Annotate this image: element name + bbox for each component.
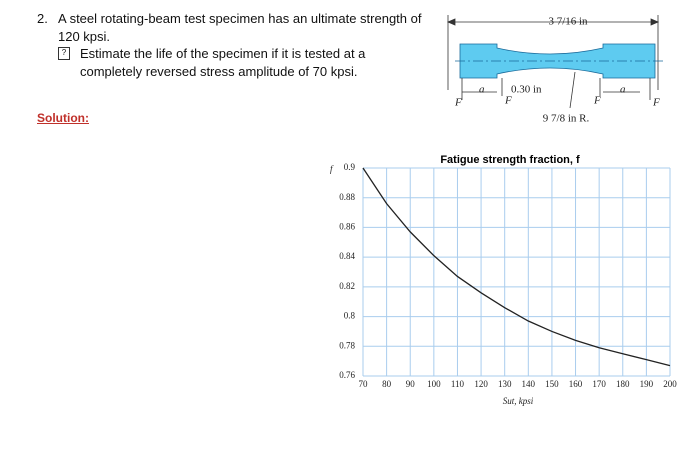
x-tick-label: 200 [663,379,677,389]
y-axis-label: f [330,164,334,174]
length-label: 3 7/16 in [548,16,588,28]
problem-statement: A steel rotating-beam test specimen has … [58,11,422,44]
x-tick-label: 90 [406,379,416,389]
x-tick-label: 130 [498,379,512,389]
x-tick-label: 160 [569,379,583,389]
x-tick-label: 190 [640,379,654,389]
curve [362,167,671,367]
y-tick-label: 0.78 [339,340,355,350]
chart: Fatigue strength fraction, f f Sut, kpsi… [330,154,677,406]
x-tick-label: 170 [592,379,606,389]
y-tick-label: 0.84 [339,251,355,261]
problem-task: Estimate the life of the specimen if it … [80,46,366,79]
y-tick-label: 0.86 [339,221,355,231]
force-label: F [504,95,512,107]
y-tick-label: 0.88 [339,192,355,202]
radius-label: 9 7/8 in R. [543,113,590,125]
x-tick-label: 120 [474,379,488,389]
x-tick-label: 70 [359,379,369,389]
x-axis-label: Sut, kpsi [503,396,534,406]
force-label: F [454,97,462,109]
y-tick-label: 0.76 [339,370,355,380]
specimen [459,43,656,79]
x-tick-label: 140 [522,379,536,389]
force-label: F [593,95,601,107]
arrow [446,18,660,26]
leader-line [569,71,576,109]
y-tick-label: 0.8 [344,311,356,321]
x-tick-label: 80 [382,379,392,389]
distance-label: a [479,84,485,96]
x-tick-label: 110 [451,379,465,389]
x-tick-label: 100 [427,379,441,389]
x-tick-label: 150 [545,379,559,389]
problem-number: 2. [37,11,48,26]
x-tick-label: 180 [616,379,630,389]
checkbox-icon: ? [58,47,70,60]
specimen-diagram [446,15,665,109]
force-label: F [652,97,660,109]
y-tick-label: 0.82 [339,281,355,291]
y-tick-label: 0.9 [344,162,356,172]
chart-title: Fatigue strength fraction, f [440,154,580,166]
diameter-label: 0.30 in [511,84,542,96]
distance-label: a [620,84,626,96]
solution-label: Solution: [37,111,89,125]
